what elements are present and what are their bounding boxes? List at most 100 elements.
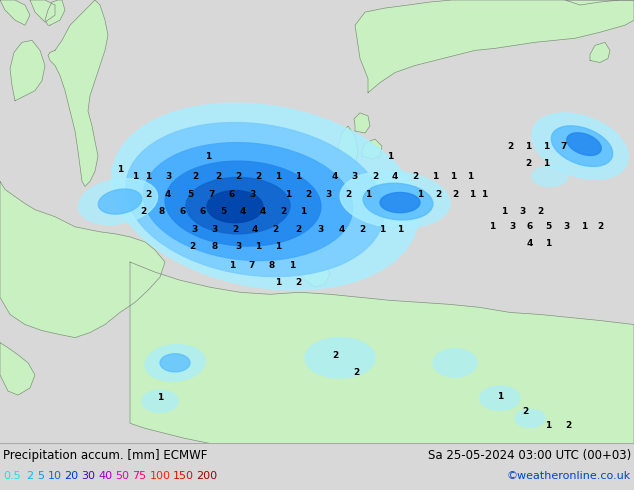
Polygon shape (338, 126, 358, 194)
Text: Sa 25-05-2024 03:00 UTC (00+03): Sa 25-05-2024 03:00 UTC (00+03) (428, 449, 631, 462)
Text: 2: 2 (332, 351, 338, 360)
Polygon shape (354, 113, 370, 133)
Text: 0.5: 0.5 (3, 471, 21, 481)
Text: 6: 6 (527, 222, 533, 231)
Text: 1: 1 (132, 172, 138, 181)
Text: 20: 20 (65, 471, 79, 481)
Text: 1: 1 (417, 190, 423, 199)
Text: 3: 3 (352, 172, 358, 181)
Text: 1: 1 (275, 278, 281, 287)
Text: 3: 3 (563, 222, 569, 231)
Text: 1: 1 (285, 190, 291, 199)
Text: 3: 3 (325, 190, 331, 199)
Text: 2: 2 (189, 243, 195, 251)
Text: 5: 5 (545, 222, 551, 231)
Ellipse shape (532, 113, 628, 179)
Polygon shape (0, 0, 30, 25)
Text: 4: 4 (260, 207, 266, 216)
Polygon shape (565, 0, 634, 5)
Polygon shape (0, 181, 165, 338)
Polygon shape (45, 0, 65, 25)
Text: 1: 1 (543, 142, 549, 150)
Text: 100: 100 (150, 471, 171, 481)
Text: 1: 1 (543, 159, 549, 168)
Text: 6: 6 (180, 207, 186, 216)
Text: 2: 2 (305, 190, 311, 199)
Text: 2: 2 (140, 207, 146, 216)
Text: 6: 6 (200, 207, 206, 216)
Text: 8: 8 (159, 207, 165, 216)
Ellipse shape (380, 193, 420, 213)
Ellipse shape (532, 166, 568, 187)
Ellipse shape (145, 344, 205, 381)
Text: 1: 1 (397, 225, 403, 234)
Text: 4: 4 (252, 225, 258, 234)
Polygon shape (30, 0, 55, 22)
Text: 10: 10 (48, 471, 61, 481)
Text: 1: 1 (432, 172, 438, 181)
Text: 4: 4 (332, 172, 338, 181)
Text: 3: 3 (165, 172, 171, 181)
Text: 2: 2 (255, 172, 261, 181)
Text: 1: 1 (379, 225, 385, 234)
Text: 40: 40 (98, 471, 113, 481)
Text: Precipitation accum. [mm] ECMWF: Precipitation accum. [mm] ECMWF (3, 449, 207, 462)
Ellipse shape (142, 390, 178, 412)
Ellipse shape (433, 349, 477, 377)
Text: 2: 2 (565, 421, 571, 430)
Text: 1: 1 (489, 222, 495, 231)
Text: 2: 2 (359, 225, 365, 234)
Text: 2: 2 (272, 225, 278, 234)
Polygon shape (48, 0, 108, 187)
Text: 1: 1 (545, 240, 551, 248)
Text: 1: 1 (205, 152, 211, 161)
Ellipse shape (112, 103, 418, 290)
Text: 4: 4 (392, 172, 398, 181)
Text: 2: 2 (525, 159, 531, 168)
Ellipse shape (567, 133, 601, 155)
Ellipse shape (480, 386, 520, 410)
Polygon shape (295, 242, 330, 287)
Text: 1: 1 (275, 243, 281, 251)
Text: 2: 2 (295, 225, 301, 234)
Ellipse shape (143, 143, 353, 261)
Text: 2: 2 (232, 225, 238, 234)
Text: 8: 8 (212, 243, 218, 251)
Text: 3: 3 (317, 225, 323, 234)
Polygon shape (590, 42, 610, 63)
Text: 7: 7 (249, 261, 256, 270)
Text: 2: 2 (27, 471, 34, 481)
Text: 2: 2 (345, 190, 351, 199)
Text: 1: 1 (157, 392, 163, 402)
Ellipse shape (552, 126, 612, 167)
Text: 1: 1 (525, 142, 531, 150)
Text: 1: 1 (469, 190, 475, 199)
Text: 2: 2 (235, 172, 241, 181)
Text: 2: 2 (522, 407, 528, 416)
Text: 3: 3 (509, 222, 515, 231)
Ellipse shape (340, 171, 450, 228)
Text: 75: 75 (133, 471, 146, 481)
Ellipse shape (165, 161, 321, 246)
Text: 1: 1 (289, 261, 295, 270)
Text: 1: 1 (501, 207, 507, 216)
Text: 2: 2 (507, 142, 513, 150)
Text: 1: 1 (117, 165, 123, 174)
Text: 4: 4 (339, 225, 345, 234)
Text: 2: 2 (192, 172, 198, 181)
Text: ©weatheronline.co.uk: ©weatheronline.co.uk (507, 471, 631, 481)
Ellipse shape (160, 354, 190, 372)
Text: 1: 1 (450, 172, 456, 181)
Ellipse shape (98, 189, 142, 214)
Text: 6: 6 (229, 190, 235, 199)
Text: 3: 3 (249, 190, 255, 199)
Ellipse shape (79, 179, 158, 224)
Text: 5: 5 (187, 190, 193, 199)
Text: 2: 2 (537, 207, 543, 216)
Text: 5: 5 (37, 471, 44, 481)
Text: 1: 1 (387, 152, 393, 161)
Text: 1: 1 (365, 190, 371, 199)
Text: 1: 1 (481, 190, 487, 199)
Text: 7: 7 (209, 190, 215, 199)
Text: 8: 8 (269, 261, 275, 270)
